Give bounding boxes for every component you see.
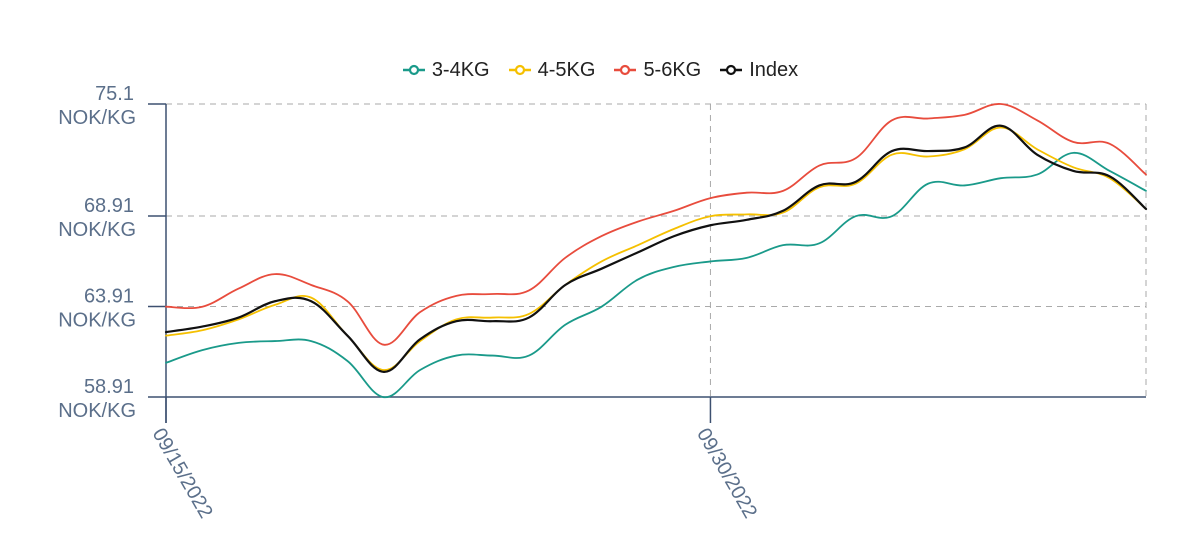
series-line-4-5kg (165, 126, 1147, 371)
legend-label: 4-5KG (537, 59, 596, 81)
series-line-3-4kg (165, 151, 1147, 399)
legend-item-3-4kg[interactable]: 3-4KG (402, 56, 490, 84)
y-tick-unit: NOK/KG (58, 219, 136, 241)
legend-label: 3-4KG (431, 59, 490, 81)
y-tick-value: 63.91 (84, 286, 134, 308)
legend-item-5-6kg[interactable]: 5-6KG (613, 56, 701, 84)
legend-item-4-5kg[interactable]: 4-5KG (508, 56, 596, 84)
legend-swatch-icon (614, 64, 637, 76)
legend-swatch-icon (720, 64, 743, 76)
y-tick-value: 68.91 (84, 195, 134, 217)
legend-item-index[interactable]: Index (719, 56, 798, 84)
legend-swatch-icon (402, 64, 425, 76)
y-tick-value: 75.1 (95, 83, 134, 105)
legend: 3-4KG 4-5KG 5-6KG Index (0, 56, 1200, 84)
legend-swatch-icon (508, 64, 531, 76)
y-tick-unit: NOK/KG (58, 400, 136, 422)
y-tick-unit: NOK/KG (58, 310, 136, 332)
y-tick-unit: NOK/KG (58, 107, 136, 129)
legend-label: 5-6KG (643, 59, 702, 81)
series-line-5-6kg (165, 103, 1147, 346)
y-tick-value: 58.91 (84, 376, 134, 398)
x-tick-label: 09/15/2022 (148, 425, 217, 523)
legend-label: Index (749, 59, 799, 81)
x-tick-label: 09/30/2022 (692, 425, 761, 523)
series-line-index (164, 124, 1148, 373)
